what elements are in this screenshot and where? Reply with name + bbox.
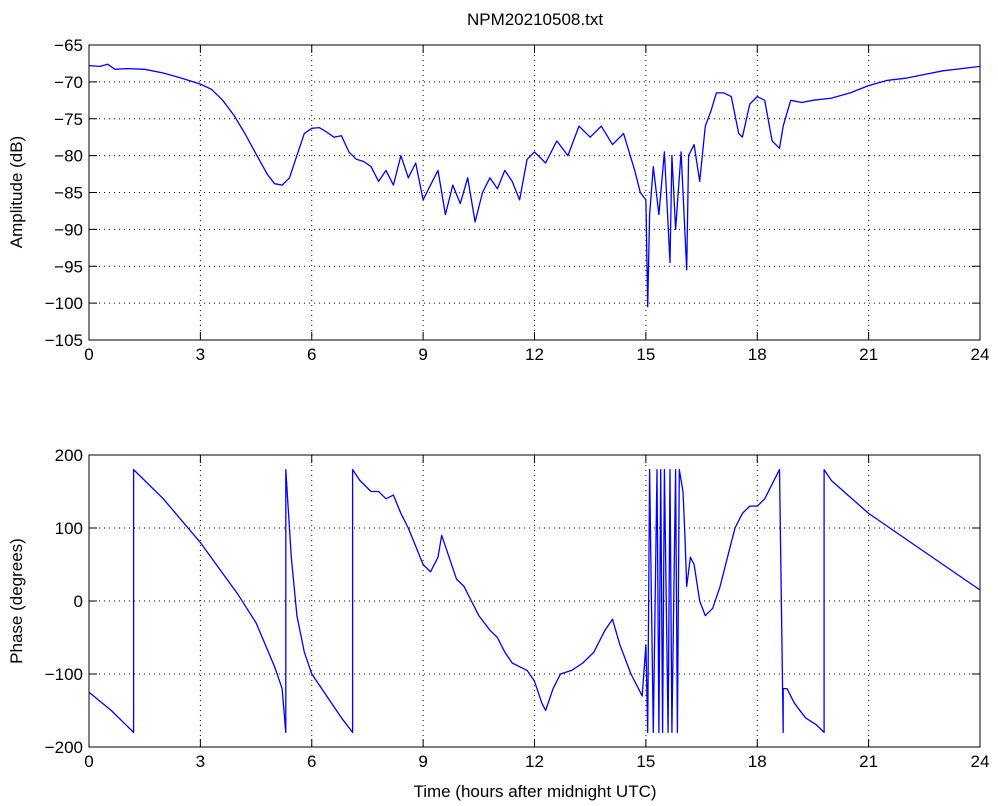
amplitude-x-tick-label: 21 xyxy=(859,345,878,364)
amplitude-y-tick-label: −85 xyxy=(54,184,83,203)
phase-axes-box xyxy=(88,454,981,748)
phase-y-tick-label: −100 xyxy=(45,665,83,684)
amplitude-y-tick-label: −100 xyxy=(45,294,83,313)
phase-x-tick-label: 3 xyxy=(196,752,205,771)
amplitude-grid xyxy=(89,45,980,340)
amplitude-ticks: 0 3 6 9 12 15 18 21 24 −65 −70 −75 −80 −85 −90 −95 −100 −… xyxy=(45,36,990,364)
amplitude-y-tick-label: −65 xyxy=(54,36,83,55)
x-axis-label: Time (hours after midnight UTC) xyxy=(413,782,656,801)
phase-x-tick-label: 18 xyxy=(748,752,767,771)
phase-grid xyxy=(89,455,980,747)
amplitude-x-tick-label: 18 xyxy=(748,345,767,364)
amplitude-x-tick-label: 24 xyxy=(971,345,990,364)
chart-title: NPM20210508.txt xyxy=(467,10,603,29)
amplitude-series xyxy=(88,63,981,308)
amplitude-y-tick-label: −95 xyxy=(54,257,83,276)
amplitude-y-tick-label: −70 xyxy=(54,73,83,92)
phase-x-tick-label: 0 xyxy=(84,752,93,771)
phase-y-tick-label: 100 xyxy=(55,519,83,538)
amplitude-series-line-0 xyxy=(88,63,981,308)
amplitude-y-tick-label: −80 xyxy=(54,147,83,166)
phase-x-tick-label: 21 xyxy=(859,752,878,771)
amplitude-y-tick-label: −90 xyxy=(54,220,83,239)
phase-x-tick-label: 6 xyxy=(307,752,316,771)
amplitude-x-tick-label: 6 xyxy=(307,345,316,364)
amplitude-y-tick-label: −105 xyxy=(45,331,83,350)
amplitude-axes-box xyxy=(88,44,981,341)
phase-y-tick-label: 200 xyxy=(55,446,83,465)
phase-y-label: Phase (degrees) xyxy=(7,538,26,664)
phase-x-tick-label: 15 xyxy=(636,752,655,771)
phase-chart: 0 3 6 9 12 15 18 21 24 200 100 0 −100 −200 Phase (deg… xyxy=(7,446,989,801)
amplitude-chart: NPM20210508.txt 0 3 6 9 12 15 18 21 24 −65 −70 −75 −… xyxy=(7,10,989,364)
phase-y-tick-label: 0 xyxy=(74,592,83,611)
phase-series xyxy=(88,468,981,734)
amplitude-x-tick-label: 12 xyxy=(525,345,544,364)
phase-x-tick-label: 24 xyxy=(971,752,990,771)
amplitude-x-tick-label: 9 xyxy=(418,345,427,364)
amplitude-y-label: Amplitude (dB) xyxy=(7,136,26,248)
amplitude-x-tick-label: 0 xyxy=(84,345,93,364)
phase-y-tick-label: −200 xyxy=(45,738,83,757)
amplitude-x-tick-label: 15 xyxy=(636,345,655,364)
phase-x-tick-label: 12 xyxy=(525,752,544,771)
amplitude-x-tick-label: 3 xyxy=(196,345,205,364)
phase-series-line-0 xyxy=(88,468,981,734)
amplitude-y-tick-label: −75 xyxy=(54,110,83,129)
phase-x-tick-label: 9 xyxy=(418,752,427,771)
